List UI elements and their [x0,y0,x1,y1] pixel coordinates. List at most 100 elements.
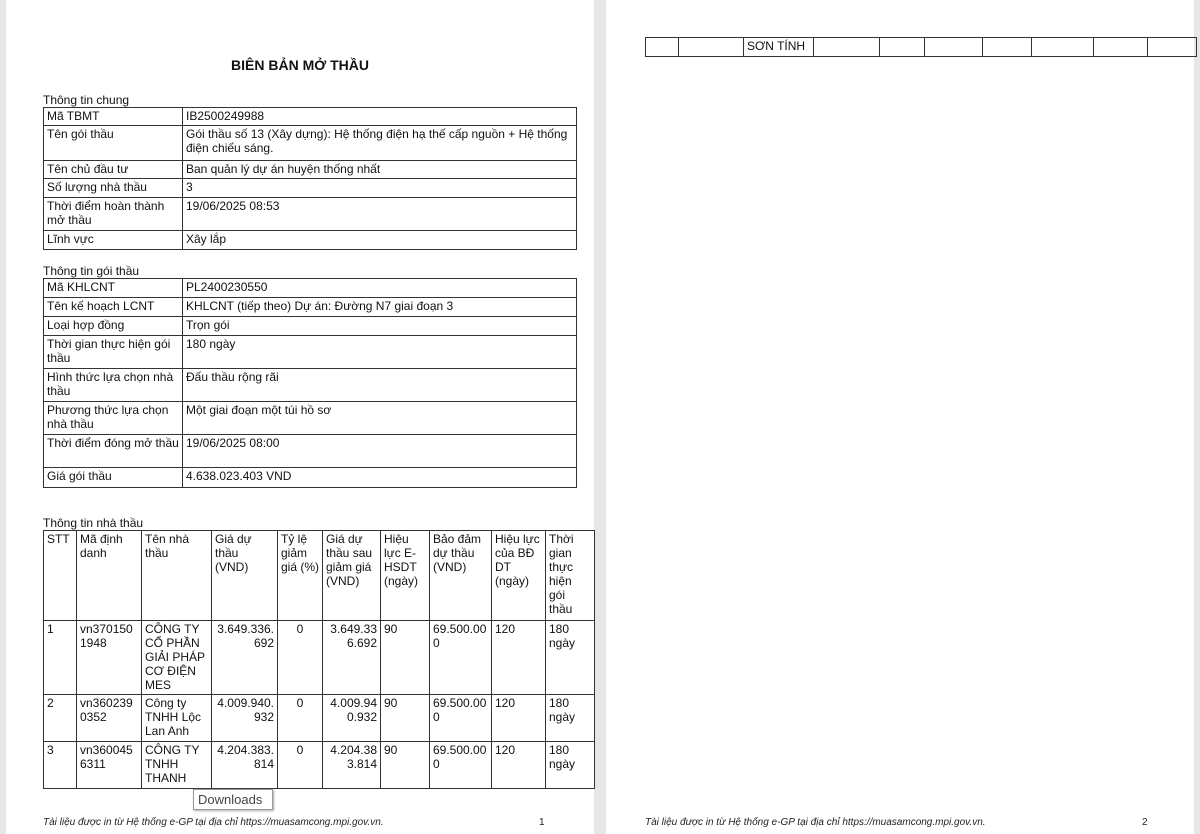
table-row: 3 vn3600456311 CÔNG TY TNHH THANH 4.204.383… [43,741,595,789]
field-label: Mã KHLCNT [43,278,183,298]
table-row: 2 vn3602390352 Công ty TNHH Lộc Lan Anh 4.0… [43,694,595,742]
field-label: Tên chủ đầu tư [43,160,183,179]
package-heading: Thông tin gói thầu [43,264,140,278]
field-label: Lĩnh vực [43,230,183,250]
table-cell: 69.500.000 [429,741,492,789]
column-header: Tên nhà thầu [141,530,212,621]
table-row: Tên kế hoạch LCNT KHLCNT (tiếp theo) Dự á… [43,297,577,317]
column-header: Giá dự thầu (VND) [211,530,278,621]
footer-text: Tài liệu được in từ Hệ thống e-GP tại đị… [43,817,384,828]
column-header: Mã định danh [76,530,142,621]
table-cell [645,37,679,57]
field-value: Ban quản lý dự án huyện thống nhất [182,160,577,179]
table-cell: 0 [277,694,323,742]
field-label: Giá gói thầu [43,467,183,488]
field-label: Phương thức lựa chọn nhà thầu [43,401,183,435]
table-cell: 90 [380,741,430,789]
field-label: Thời điểm hoàn thành mở thầu [43,197,183,231]
field-value: Một giai đoạn một túi hồ sơ [182,401,577,435]
field-label: Loại hợp đồng [43,316,183,336]
table-cell: 3.649.336.692 [322,620,381,695]
table-cell: CÔNG TY TNHH THANH [141,741,212,789]
field-label: Mã TBMT [43,107,183,126]
table-row: Lĩnh vực Xây lắp [43,230,577,250]
table-row: Mã TBMT IB2500249988 [43,107,577,126]
table-cell [1147,37,1197,57]
column-header: Tỷ lệ giảm giá (%) [277,530,323,621]
table-cell: 2 [43,694,77,742]
table-cell: vn3600456311 [76,741,142,789]
field-value: Xây lắp [182,230,577,250]
field-value: Trọn gói [182,316,577,336]
table-cell [879,37,925,57]
table-cell: 90 [380,694,430,742]
page-number: 1 [539,817,545,828]
table-cell: vn3602390352 [76,694,142,742]
column-header: Hiệu lực E-HSDT (ngày) [380,530,430,621]
table-cell: 3 [43,741,77,789]
table-cell [813,37,880,57]
table-cell: vn3701501948 [76,620,142,695]
table-cell: 4.204.383.814 [322,741,381,789]
table-cell: 180 ngày [545,694,595,742]
table-cell: 69.500.000 [429,620,492,695]
package-info-table: Mã KHLCNT PL2400230550 Tên kế hoạch LCNT KH… [43,278,577,488]
table-row: Hình thức lựa chọn nhà thầu Đấu thầu rộng… [43,368,577,402]
field-value: IB2500249988 [182,107,577,126]
table-cell: 4.009.940.932 [211,694,278,742]
table-cell: 90 [380,620,430,695]
table-row: Mã KHLCNT PL2400230550 [43,278,577,298]
field-value: KHLCNT (tiếp theo) Dự án: Đường N7 giai … [182,297,577,317]
field-value: PL2400230550 [182,278,577,298]
table-cell [1093,37,1148,57]
table-cell [678,37,744,57]
table-cell: SƠN TÍNH [743,37,814,57]
table-row: 1 vn3701501948 CÔNG TY CỔ PHẦN GIẢI PHÁP C… [43,620,595,695]
table-cell: 4.204.383.814 [211,741,278,789]
field-value: Đấu thầu rộng rãi [182,368,577,402]
field-label: Tên kế hoạch LCNT [43,297,183,317]
table-cell: 1 [43,620,77,695]
field-value: Gói thầu số 13 (Xây dựng): Hệ thống điện… [182,125,577,161]
table-row: Tên gói thầu Gói thầu số 13 (Xây dựng): H… [43,125,577,161]
table-cell [1031,37,1094,57]
bidders-table-continued: SƠN TÍNH [645,37,1197,57]
table-row: Phương thức lựa chọn nhà thầu Một giai đo… [43,401,577,435]
table-row: Thời điểm hoàn thành mở thầu 19/06/2025 0… [43,197,577,231]
bidders-heading: Thông tin nhà thầu [43,516,144,530]
table-cell: 180 ngày [545,620,595,695]
table-cell: 120 [491,741,546,789]
table-row: Số lượng nhà thầu 3 [43,178,577,198]
pdf-page-2 [606,0,1194,834]
table-header-row: STT Mã định danh Tên nhà thầu Giá dự thầu (… [43,530,595,621]
table-cell: 180 ngày [545,741,595,789]
table-cell: 69.500.000 [429,694,492,742]
column-header: STT [43,530,77,621]
field-label: Thời gian thực hiện gói thầu [43,335,183,369]
field-value: 4.638.023.403 VND [182,467,577,488]
table-row: Loại hợp đồng Trọn gói [43,316,577,336]
table-cell: 120 [491,620,546,695]
table-row: SƠN TÍNH [645,37,1197,57]
document-title: BIÊN BẢN MỞ THẦU [231,57,369,73]
field-label: Tên gói thầu [43,125,183,161]
field-value: 180 ngày [182,335,577,369]
table-cell: 120 [491,694,546,742]
field-label: Hình thức lựa chọn nhà thầu [43,368,183,402]
downloads-tooltip: Downloads [193,789,273,810]
column-header: Thời gian thực hiện gói thầu [545,530,595,621]
table-row: Thời điểm đóng mở thầu 19/06/2025 08:00 [43,434,577,468]
table-cell: CÔNG TY CỔ PHẦN GIẢI PHÁP CƠ ĐIỆN MES [141,620,212,695]
general-heading: Thông tin chung [43,93,130,107]
table-cell: 4.009.940.932 [322,694,381,742]
footer-text: Tài liệu được in từ Hệ thống e-GP tại đị… [645,817,986,828]
column-header: Giá dự thầu sau giảm giá (VND) [322,530,381,621]
column-header: Hiệu lực của BĐ DT (ngày) [491,530,546,621]
table-cell: 0 [277,741,323,789]
field-value: 19/06/2025 08:53 [182,197,577,231]
page-number: 2 [1142,817,1148,828]
bidders-table: STT Mã định danh Tên nhà thầu Giá dự thầu (… [43,530,595,789]
field-value: 3 [182,178,577,198]
field-label: Thời điểm đóng mở thầu [43,434,183,468]
general-info-table: Mã TBMT IB2500249988 Tên gói thầu Gói thầu … [43,107,577,250]
